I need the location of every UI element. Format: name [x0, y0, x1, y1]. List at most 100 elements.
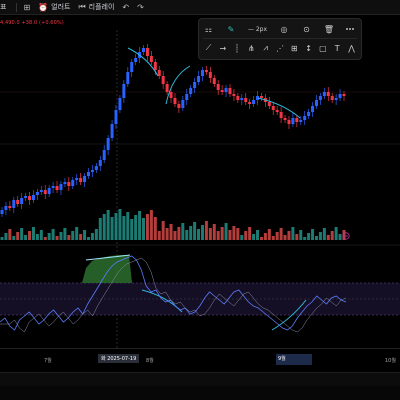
volume-bar	[311, 229, 315, 240]
candle	[59, 184, 63, 190]
volume-bar	[83, 230, 87, 240]
line-width-button[interactable]: — 2px	[247, 25, 268, 33]
volume-bar	[287, 231, 291, 240]
candle	[122, 84, 126, 98]
candle	[220, 90, 224, 92]
candle	[197, 76, 201, 82]
toolbar-item-table[interactable]: 표	[0, 2, 6, 12]
more-icon[interactable]	[345, 28, 357, 30]
fib-icon[interactable]: ⋰	[275, 43, 284, 53]
drawn-arc[interactable]	[257, 97, 301, 119]
volume-bar	[295, 234, 299, 240]
volume-bar	[232, 226, 236, 240]
candle	[142, 48, 146, 52]
candle	[24, 196, 28, 198]
candle	[342, 94, 346, 96]
path-icon[interactable]: ⋀	[348, 43, 355, 53]
vertical-line-icon[interactable]: ┊	[234, 43, 240, 53]
candle	[169, 92, 173, 98]
volume-bar	[153, 217, 157, 240]
volume-bar	[208, 228, 212, 240]
axis-label-month: 10월	[385, 358, 396, 364]
volume-bar	[318, 232, 322, 240]
volume-bar	[24, 235, 28, 240]
volume-bar	[338, 234, 342, 240]
volume-bar	[142, 218, 146, 240]
axis-label-month-highlight: 9월	[276, 354, 312, 365]
volume-bar	[169, 224, 173, 240]
candle	[314, 100, 318, 106]
redo-icon: ↷	[137, 2, 144, 12]
candle	[0, 210, 4, 214]
line-width-label: 2px	[255, 25, 268, 33]
volume-bar	[220, 227, 224, 240]
alarm-clock-icon: ⏰	[38, 2, 49, 12]
time-axis[interactable]: 7월 8월 10월	[0, 348, 400, 367]
volume-bar	[118, 209, 122, 240]
drawn-arc[interactable]	[165, 65, 191, 105]
candle	[130, 62, 134, 72]
trash-icon[interactable]: 🗑	[323, 24, 335, 34]
candle	[200, 70, 204, 76]
volume-bar	[244, 231, 248, 240]
candle	[311, 106, 315, 112]
volume-bar	[200, 225, 204, 240]
lock-icon[interactable]: ⊙	[303, 24, 310, 34]
template-icon[interactable]: ⚏	[204, 24, 213, 34]
target-icon[interactable]: ◎	[280, 24, 288, 34]
candle	[259, 96, 263, 98]
volume-bar	[39, 230, 43, 240]
horizontal-ray-icon[interactable]: →	[219, 43, 227, 53]
volume-bar	[314, 236, 318, 240]
volume-bar	[342, 230, 346, 240]
candle	[240, 98, 244, 100]
trend-line-icon[interactable]: ⟋	[205, 43, 212, 52]
volume-bar	[43, 237, 47, 240]
candle	[12, 200, 16, 208]
volume-bar	[102, 214, 106, 240]
volume-bar	[16, 232, 20, 240]
candle	[79, 178, 83, 182]
crosshair-date-label: 화 2025-07-19	[98, 354, 140, 363]
volume-bar	[291, 227, 295, 240]
volume-bar	[138, 211, 142, 240]
candle	[279, 112, 283, 118]
redo-button[interactable]: ↷	[137, 3, 144, 12]
layout-grid-button[interactable]: ⊞	[23, 3, 30, 12]
toolbox-row-top: ⚏ ✎ — 2px ◎ ⊙ 🗑	[203, 21, 357, 37]
pattern-icon[interactable]: ⩘	[263, 43, 268, 52]
pitchfork-icon[interactable]: ⋔	[248, 43, 255, 53]
candle	[20, 198, 24, 204]
drawn-arc[interactable]	[127, 47, 159, 77]
volume-bar	[149, 210, 153, 240]
volume-bar	[263, 233, 267, 240]
rect-icon[interactable]: ▢	[319, 43, 327, 53]
volume-bar	[145, 214, 149, 240]
candle	[193, 82, 197, 88]
candle	[83, 176, 87, 182]
volume-bar	[185, 230, 189, 240]
alert-button[interactable]: ⏰ 얼러트	[38, 2, 70, 12]
gann-icon[interactable]: ⊞	[290, 43, 298, 53]
undo-button[interactable]: ↶	[122, 3, 129, 12]
volume-bar	[216, 231, 220, 240]
candle	[307, 112, 311, 116]
candle	[31, 195, 35, 200]
divergence-line[interactable]	[85, 254, 131, 261]
volume-bar	[28, 231, 32, 240]
text-icon[interactable]: T	[334, 43, 340, 53]
replay-button[interactable]: ⏮ 리플레이	[78, 2, 114, 12]
volume-bar	[326, 235, 330, 240]
pen-icon[interactable]: ✎	[227, 24, 235, 34]
candle	[236, 96, 240, 100]
volume-bar	[126, 212, 130, 240]
candle	[126, 72, 130, 84]
candle	[110, 124, 114, 138]
marker-icon[interactable]	[342, 232, 350, 240]
volume-bar	[35, 234, 39, 240]
volume-bar	[259, 237, 263, 240]
measure-icon[interactable]: ↕	[305, 43, 312, 53]
divergence-line[interactable]	[271, 299, 307, 331]
volume-bar	[236, 228, 240, 240]
